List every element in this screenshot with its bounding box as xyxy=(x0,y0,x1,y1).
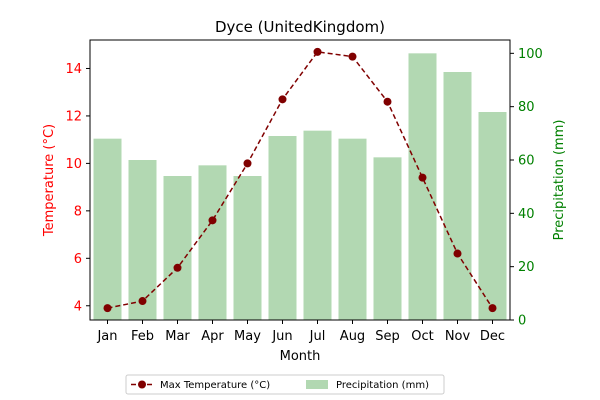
legend-box xyxy=(125,374,445,395)
precipitation-bar-jun xyxy=(268,136,297,320)
left-tick-label: 14 xyxy=(65,62,82,77)
precipitation-bar-aug xyxy=(338,138,367,320)
left-tick-label: 4 xyxy=(74,299,82,314)
precipitation-bar-dec xyxy=(478,112,507,320)
temperature-point-aug xyxy=(348,52,357,61)
temperature-point-dec xyxy=(488,304,497,313)
legend-line-marker xyxy=(138,380,146,389)
temperature-point-mar xyxy=(173,263,182,272)
x-tick-label: Dec xyxy=(480,329,505,344)
precipitation-bar-feb xyxy=(128,160,157,320)
x-tick-label: Nov xyxy=(445,329,471,344)
temperature-point-jun xyxy=(278,95,287,104)
x-tick-label: Jan xyxy=(96,329,117,344)
temperature-point-jul xyxy=(313,47,322,56)
x-tick-label: Aug xyxy=(340,329,365,344)
x-tick-label: Oct xyxy=(411,329,433,344)
left-tick-label: 8 xyxy=(74,204,82,219)
x-tick-label: Jul xyxy=(309,329,326,344)
x-axis: Jan Feb Mar Apr May Jun Jul Aug Sep Oct Nov Dec xyxy=(96,320,505,344)
temperature-point-apr xyxy=(208,216,217,225)
left-tick-label: 6 xyxy=(74,252,82,267)
precipitation-bar-sep xyxy=(373,157,402,320)
precipitation-bars xyxy=(93,53,507,320)
x-tick-label: May xyxy=(234,329,261,344)
temperature-point-jan xyxy=(103,304,112,313)
temperature-point-oct xyxy=(418,173,427,182)
legend-label-temperature: Max Temperature (°C) xyxy=(160,380,270,391)
legend-bar-swatch xyxy=(306,380,328,389)
precipitation-bar-may xyxy=(233,176,262,320)
right-y-axis: 0 20 40 60 80 100 xyxy=(510,47,543,329)
right-tick-label: 20 xyxy=(518,260,535,275)
left-tick-label: 12 xyxy=(65,109,82,124)
x-tick-label: Sep xyxy=(375,329,400,344)
temperature-point-nov xyxy=(453,249,462,258)
x-tick-label: Feb xyxy=(131,329,154,344)
left-y-axis: 4 6 8 10 12 14 xyxy=(65,62,90,314)
x-tick-label: Apr xyxy=(201,329,224,344)
left-axis-label: Temperature (°C) xyxy=(42,124,57,237)
right-tick-label: 60 xyxy=(518,154,535,169)
precipitation-bar-apr xyxy=(198,165,227,320)
precipitation-bar-oct xyxy=(408,53,437,320)
plot-frame xyxy=(89,39,511,321)
legend: Max Temperature (°C) Precipitation (mm) xyxy=(125,374,445,395)
temperature-line xyxy=(107,51,494,309)
temperature-point-feb xyxy=(138,297,147,306)
precipitation-bar-jul xyxy=(303,130,332,320)
right-tick-label: 40 xyxy=(518,207,535,222)
right-axis-label: Precipitation (mm) xyxy=(552,120,567,241)
right-tick-label: 0 xyxy=(518,314,526,329)
right-tick-label: 80 xyxy=(518,100,535,115)
legend-label-precipitation: Precipitation (mm) xyxy=(336,380,429,391)
right-tick-label: 100 xyxy=(518,47,543,62)
temperature-line-series xyxy=(103,47,497,313)
temperature-point-sep xyxy=(383,97,392,106)
temperature-point-may xyxy=(243,159,252,168)
x-tick-label: Mar xyxy=(165,329,190,344)
precipitation-bar-jan xyxy=(93,138,122,320)
x-axis-label: Month xyxy=(280,349,321,364)
chart-title: Dyce (UnitedKingdom) xyxy=(215,18,385,36)
left-tick-label: 10 xyxy=(65,157,82,172)
precipitation-bar-mar xyxy=(163,176,192,320)
precipitation-bar-nov xyxy=(443,72,472,320)
x-tick-label: Jun xyxy=(271,329,292,344)
